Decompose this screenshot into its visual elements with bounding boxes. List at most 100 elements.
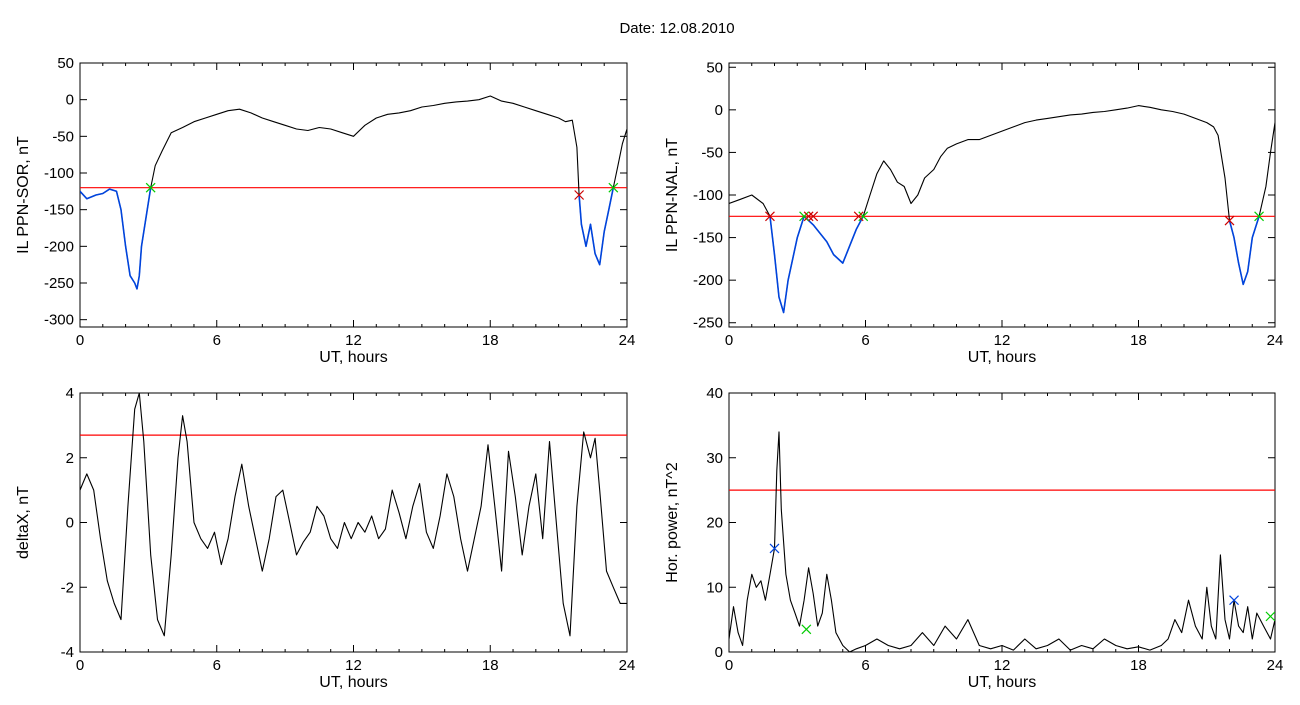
end-marker bbox=[853, 211, 864, 222]
x-tick-label: 6 bbox=[861, 657, 869, 674]
y-tick-label: 50 bbox=[706, 59, 723, 76]
end-marker bbox=[769, 543, 780, 554]
start-marker bbox=[608, 182, 619, 193]
y-tick-label: -2 bbox=[61, 579, 74, 596]
y-axis-label: Hor. power, nT^2 bbox=[664, 462, 681, 583]
marker-stroke bbox=[574, 190, 585, 200]
panel-4: 0 6 12 18 24 40 30 20 10 0 UT, hours Hor. power, nT… bbox=[664, 385, 1283, 691]
y-tick-label: -300 bbox=[44, 312, 74, 329]
x-tick-label: 6 bbox=[213, 332, 221, 349]
plot-frame bbox=[79, 392, 628, 653]
x-tick-label: 24 bbox=[1267, 332, 1284, 349]
x-tick-label: 24 bbox=[1267, 657, 1284, 674]
x-tick-label: 0 bbox=[76, 657, 84, 674]
series-line bbox=[729, 431, 1275, 652]
figure-title: Date: 12.08.2010 bbox=[619, 20, 734, 37]
marker-stroke bbox=[801, 624, 812, 635]
start-marker bbox=[145, 182, 156, 193]
y-tick-label: -200 bbox=[693, 272, 723, 289]
x-tick-label: 24 bbox=[619, 657, 636, 674]
x-tick-label: 6 bbox=[213, 657, 221, 674]
x-tick-label: 18 bbox=[1130, 657, 1147, 674]
marker-stroke bbox=[1224, 215, 1235, 226]
marker-stroke bbox=[853, 211, 864, 222]
x-tick-label: 12 bbox=[994, 657, 1011, 674]
y-tick-label: -250 bbox=[693, 315, 723, 332]
start-marker bbox=[1254, 211, 1264, 222]
plot-area bbox=[729, 431, 1275, 652]
start-marker bbox=[801, 624, 812, 635]
y-axis-label: IL PPN-SOR, nT bbox=[15, 136, 32, 254]
start-marker bbox=[799, 211, 809, 222]
marker-stroke bbox=[803, 211, 814, 222]
y-tick-label: -200 bbox=[44, 238, 74, 255]
y-tick-label: -4 bbox=[61, 644, 74, 661]
series-line bbox=[80, 393, 627, 637]
x-axis-label: UT, hours bbox=[968, 674, 1036, 691]
x-tick-label: 12 bbox=[345, 332, 362, 349]
x-tick-label: 18 bbox=[1130, 332, 1147, 349]
series-line bbox=[80, 95, 627, 290]
y-tick-label: -150 bbox=[44, 202, 74, 219]
marker-stroke bbox=[765, 211, 775, 222]
y-tick-label: -50 bbox=[52, 128, 74, 145]
marker-stroke bbox=[1229, 595, 1239, 606]
y-tick-label: 0 bbox=[66, 515, 74, 532]
plot-area bbox=[80, 393, 627, 637]
y-tick-label: 4 bbox=[66, 385, 74, 402]
y-tick-label: -250 bbox=[44, 275, 74, 292]
end-marker bbox=[808, 211, 819, 222]
event-segment bbox=[1228, 216, 1260, 286]
plot-frame bbox=[79, 62, 628, 328]
start-marker bbox=[1265, 611, 1275, 622]
y-tick-label: 0 bbox=[715, 102, 723, 119]
y-tick-label: 50 bbox=[57, 55, 74, 72]
end-marker bbox=[574, 190, 585, 200]
panel-3: 0 6 12 18 24 4 2 0 -2 -4 UT, hours deltaX, nT bbox=[15, 385, 635, 691]
event-segment bbox=[80, 187, 152, 290]
marker-stroke bbox=[808, 211, 819, 222]
y-tick-label: 40 bbox=[706, 385, 723, 402]
event-segment bbox=[769, 216, 805, 314]
y-tick-label: 0 bbox=[715, 644, 723, 661]
x-tick-label: 6 bbox=[861, 332, 869, 349]
y-tick-label: 0 bbox=[66, 92, 74, 109]
event-segment bbox=[578, 187, 615, 266]
marker-stroke bbox=[1265, 611, 1275, 622]
y-tick-label: 30 bbox=[706, 450, 723, 467]
x-tick-label: 0 bbox=[76, 332, 84, 349]
event-segment bbox=[803, 215, 864, 264]
x-axis-label: UT, hours bbox=[968, 349, 1036, 366]
start-marker bbox=[858, 211, 869, 222]
plot-area bbox=[80, 95, 627, 290]
marker-stroke bbox=[799, 211, 809, 222]
plot-frame bbox=[728, 392, 1276, 653]
marker-stroke bbox=[1254, 211, 1264, 222]
x-axis-label: UT, hours bbox=[319, 349, 387, 366]
y-tick-label: -150 bbox=[693, 230, 723, 247]
x-tick-label: 0 bbox=[725, 657, 733, 674]
y-tick-label: 20 bbox=[706, 515, 723, 532]
end-marker bbox=[1229, 595, 1239, 606]
x-tick-label: 12 bbox=[994, 332, 1011, 349]
y-tick-label: -50 bbox=[701, 144, 723, 161]
x-tick-label: 18 bbox=[482, 332, 499, 349]
marker-stroke bbox=[608, 182, 619, 193]
plot-area bbox=[729, 105, 1275, 314]
y-tick-label: 10 bbox=[706, 579, 723, 596]
x-tick-label: 12 bbox=[345, 657, 362, 674]
x-axis-label: UT, hours bbox=[319, 674, 387, 691]
panel-1: 0 6 12 18 24 50 0 -50 -100 -150 -200 -250 -300 UT, ho… bbox=[15, 55, 635, 366]
x-tick-label: 0 bbox=[725, 332, 733, 349]
end-marker bbox=[765, 211, 775, 222]
y-tick-label: -100 bbox=[44, 165, 74, 182]
marker-stroke bbox=[858, 211, 869, 222]
end-marker bbox=[803, 211, 814, 222]
y-axis-label: IL PPN-NAL, nT bbox=[664, 138, 681, 252]
y-tick-label: 2 bbox=[66, 450, 74, 467]
x-tick-label: 24 bbox=[619, 332, 636, 349]
marker-stroke bbox=[145, 182, 156, 193]
y-tick-label: -100 bbox=[693, 187, 723, 204]
